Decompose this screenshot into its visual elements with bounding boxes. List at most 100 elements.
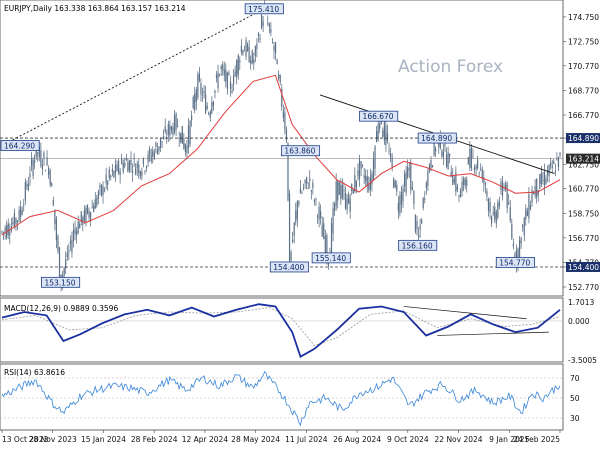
candle-body: [288, 193, 291, 269]
candle-body: [537, 190, 539, 195]
annotation-label: 163.860: [284, 147, 315, 156]
candle-body: [346, 198, 348, 210]
x-tick-label: 9 Oct 2024: [387, 435, 429, 444]
candle-body: [433, 140, 435, 156]
candle-body: [504, 184, 507, 190]
candle-body: [453, 179, 455, 183]
candle-body: [410, 161, 412, 189]
candle-body: [88, 211, 90, 218]
candle-body: [511, 223, 513, 239]
x-tick-label: 11 Jul 2024: [285, 435, 328, 444]
candle-body: [388, 150, 390, 152]
annotation-label: 155.140: [315, 254, 346, 263]
current-price-label: 163.214: [568, 155, 599, 164]
annotation-label: 156.160: [402, 241, 433, 250]
candle-body: [528, 193, 530, 219]
candle-body: [430, 159, 432, 169]
rsi-label: RSI(14) 63.8616: [4, 368, 65, 377]
candle-body: [550, 162, 552, 166]
annotation-box: [281, 145, 321, 157]
candle-body: [313, 200, 316, 202]
candle-body: [455, 172, 457, 193]
candle-body: [478, 172, 480, 174]
candle-body: [37, 152, 39, 154]
candle-body: [9, 231, 11, 236]
candle-body: [153, 152, 155, 159]
trendline: [1, 8, 265, 146]
candle-body: [475, 165, 477, 169]
candle-body: [281, 88, 283, 107]
candle-body: [63, 267, 65, 276]
candle-body: [445, 154, 448, 167]
candle-body: [349, 198, 351, 212]
rsi-y-tick-label: 70: [570, 374, 580, 383]
candle-body: [52, 200, 54, 206]
candle-body: [163, 135, 165, 140]
candle-body: [102, 186, 104, 196]
y-tick-label: 158.750: [568, 210, 599, 219]
macd-trendline: [437, 331, 549, 336]
candle-body: [543, 171, 546, 187]
candle-body: [343, 190, 345, 192]
candle-body: [229, 81, 232, 89]
candle-body: [276, 59, 278, 65]
candle-body: [69, 240, 71, 244]
candle-body: [481, 169, 483, 179]
candle-body: [299, 188, 302, 194]
candle-body: [30, 158, 33, 166]
candle-body: [296, 201, 298, 220]
candle-body: [113, 171, 115, 178]
price-annotation: 163.860: [281, 145, 321, 157]
y-level-tag: [566, 261, 600, 272]
candle-body: [531, 189, 533, 203]
candle-body: [484, 183, 486, 185]
candle-body: [383, 122, 385, 141]
candle-body: [459, 190, 462, 198]
candle-body: [411, 187, 413, 191]
candle-body: [341, 185, 343, 199]
candle-body: [548, 165, 550, 177]
candle-body: [223, 69, 225, 76]
candle-body: [208, 113, 210, 115]
candle-body: [545, 178, 547, 185]
candle-body: [219, 74, 221, 76]
candle-body: [23, 204, 25, 206]
candle-body: [122, 163, 124, 172]
candle-body: [271, 41, 274, 43]
candle-body: [397, 202, 399, 211]
candle-body: [240, 45, 242, 53]
candle-body: [483, 177, 485, 184]
x-tick-label: 26 Aug 2024: [333, 435, 381, 444]
candle-body: [495, 211, 497, 224]
candle-body: [326, 235, 328, 257]
candle-body: [195, 89, 197, 102]
x-tick-label: 13 Oct 2023: [2, 435, 49, 444]
candle-body: [156, 149, 159, 155]
y-tick-label: 152.770: [568, 283, 599, 292]
candle-body: [546, 170, 549, 175]
candle-body: [200, 83, 202, 95]
candle-body: [169, 125, 171, 136]
price-annotation: 154.770: [495, 257, 535, 268]
candle-body: [86, 204, 89, 214]
candle-body: [425, 183, 427, 189]
candle-body: [189, 121, 191, 145]
candle-body: [301, 192, 303, 194]
candle-body: [68, 250, 70, 253]
x-tick-label: 9 Jan 2025: [489, 435, 529, 444]
candle-body: [379, 123, 381, 129]
candle-body: [74, 228, 76, 234]
candle-body: [363, 175, 365, 178]
candle-body: [135, 168, 137, 175]
candle-body: [400, 191, 403, 205]
candle-body: [382, 130, 384, 137]
candle-body: [403, 173, 406, 187]
candle-body: [385, 125, 387, 146]
price-annotation: 154.400: [269, 261, 309, 273]
candle-body: [428, 164, 431, 171]
y-tick-label: 166.770: [568, 111, 599, 120]
candle-body: [24, 182, 26, 201]
candle-body: [282, 111, 284, 118]
y-tick-label: 164.890: [568, 134, 599, 143]
candle-body: [461, 181, 463, 191]
